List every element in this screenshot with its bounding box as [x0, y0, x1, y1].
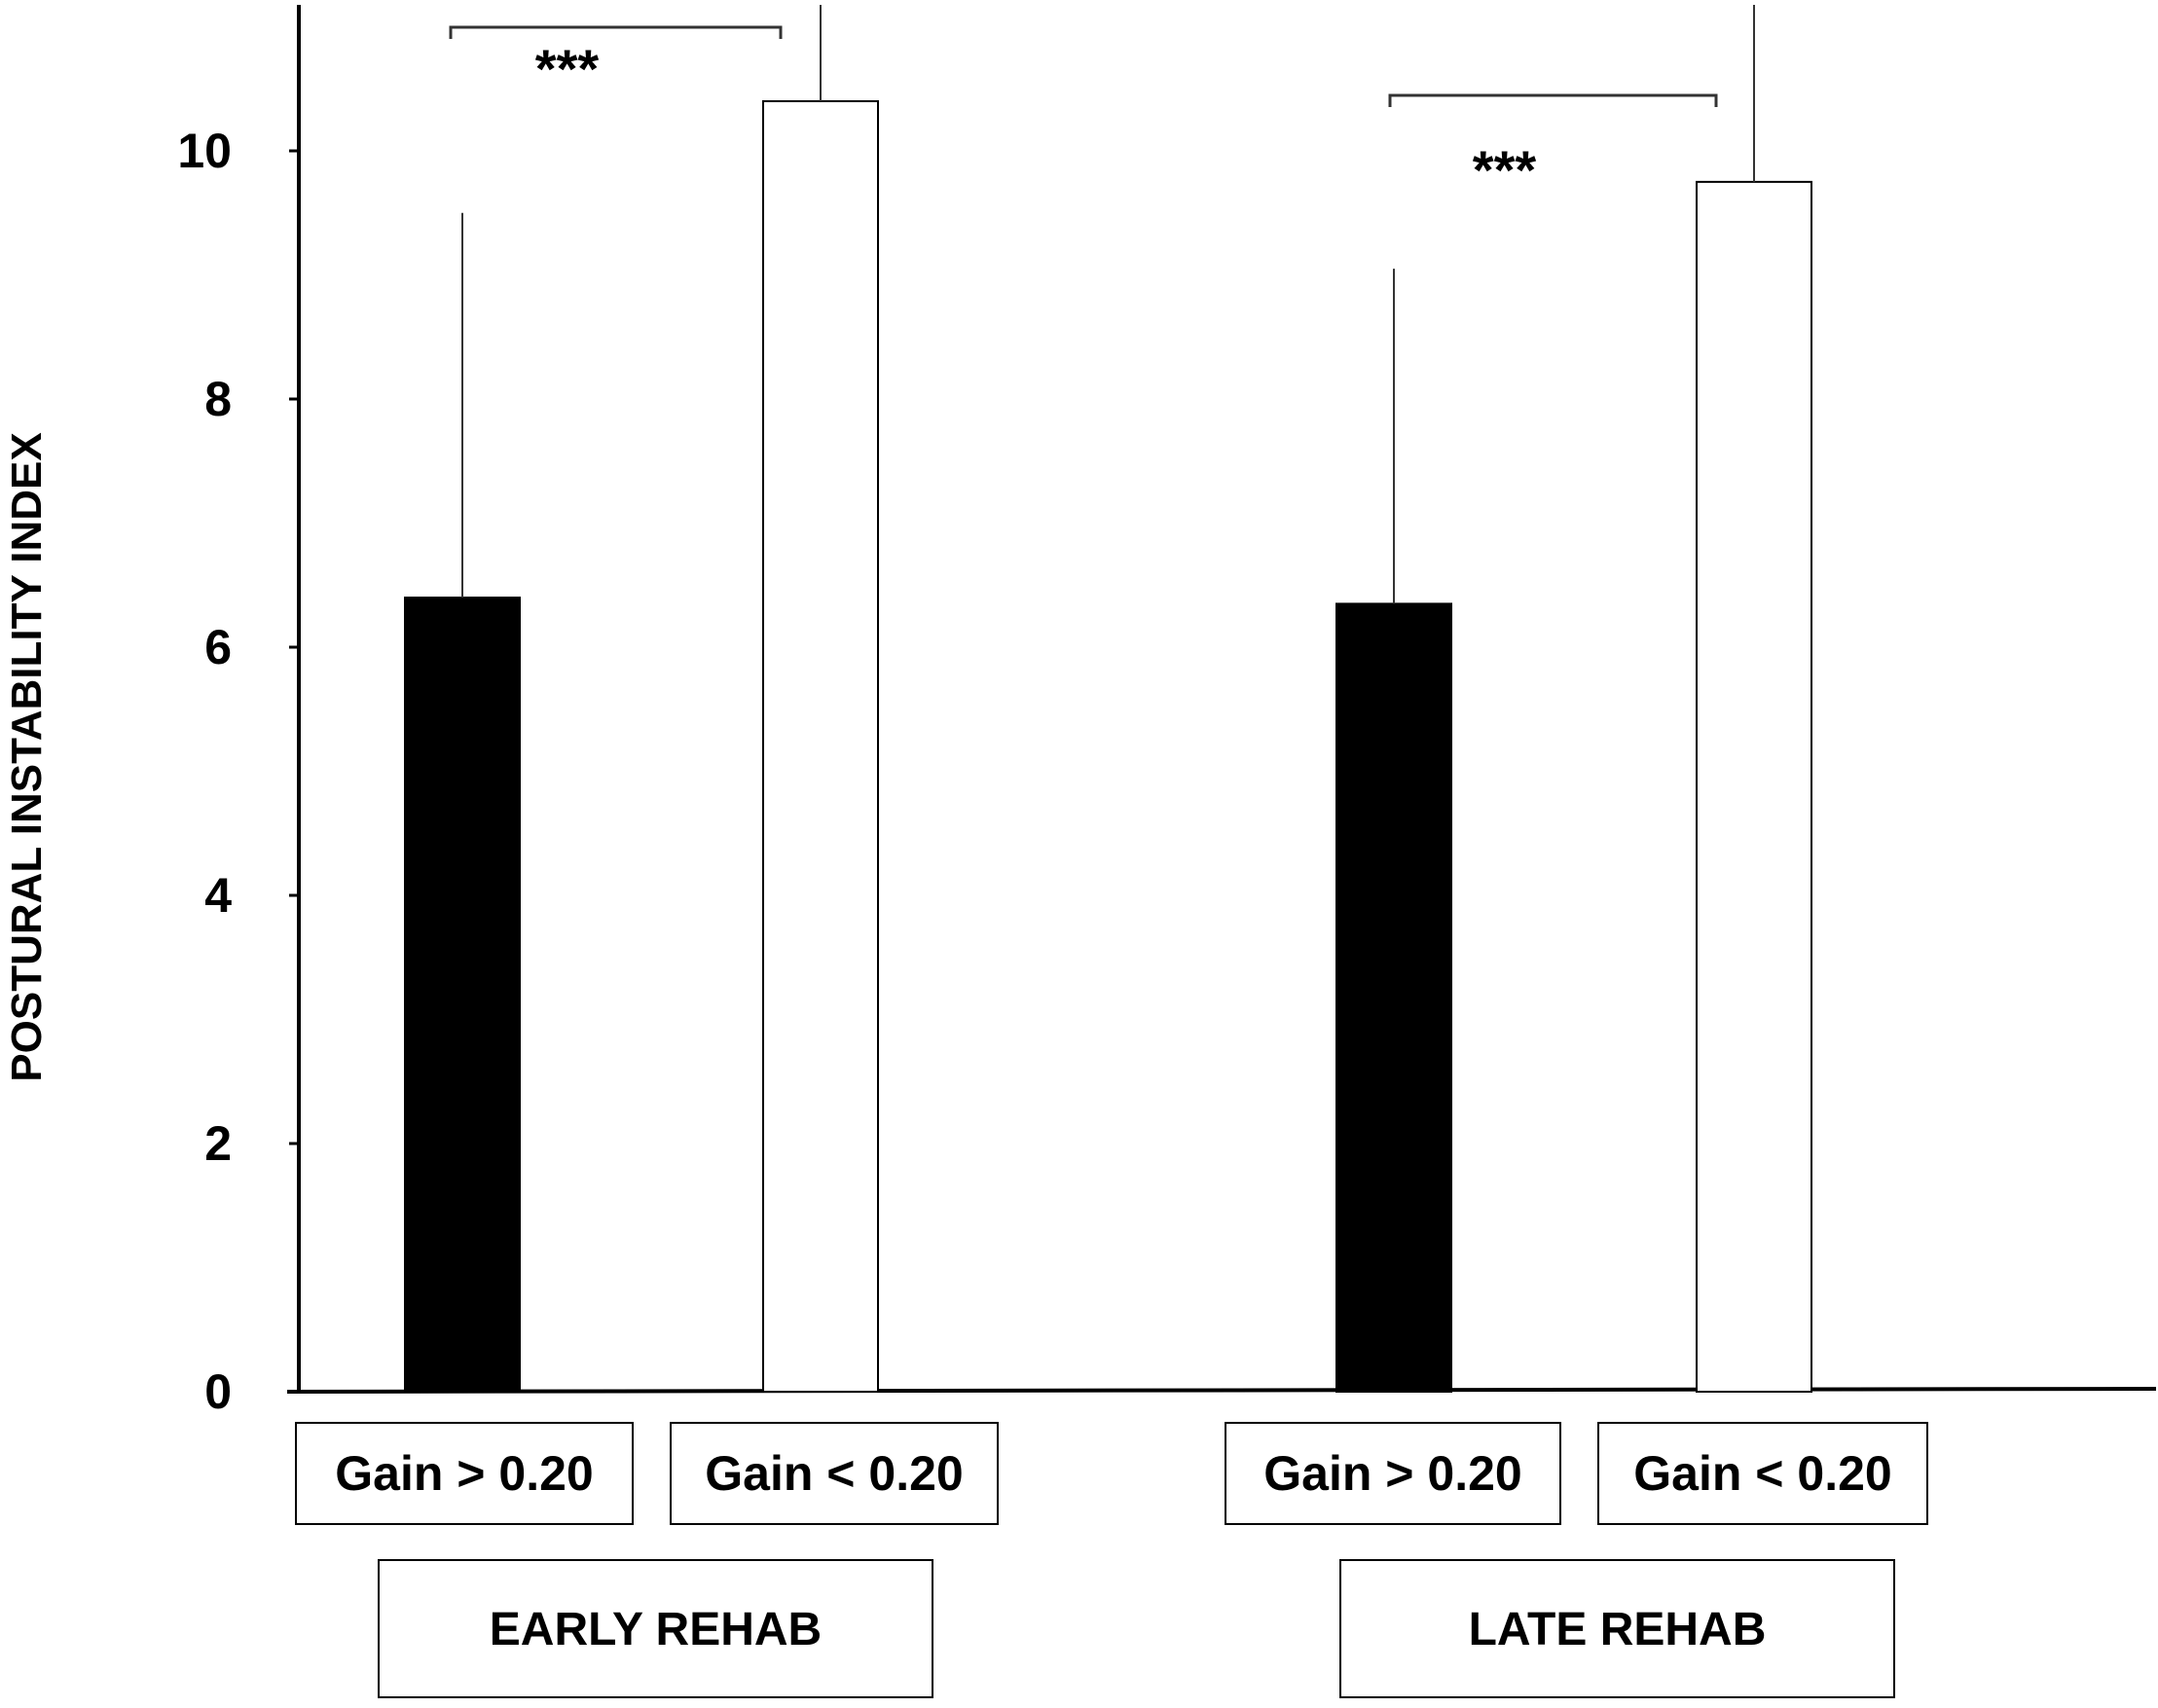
- bars: [404, 100, 1812, 1393]
- category-label-box: [1225, 1422, 1561, 1525]
- bar-late-gain-below: [1696, 180, 1812, 1393]
- bar-early-gain-below: [762, 100, 879, 1393]
- y-tick-label: 0: [204, 1364, 232, 1419]
- axes: 0 2 4 6 8 10: [177, 5, 2157, 1419]
- y-tick-label: 6: [204, 620, 232, 674]
- category-label-box: [295, 1422, 634, 1525]
- category-label: Gain > 0.20: [1263, 1446, 1521, 1501]
- category-label: Gain < 0.20: [1633, 1446, 1891, 1501]
- y-tick-label: 8: [204, 372, 232, 426]
- significance-marker: ***: [1473, 139, 1537, 200]
- category-label-box: [670, 1422, 999, 1525]
- group-label: EARLY REHAB: [490, 1604, 822, 1655]
- category-label: Gain < 0.20: [705, 1446, 963, 1501]
- category-labels: Gain > 0.20 Gain < 0.20 EARLY REHAB Gain > …: [295, 1422, 1928, 1698]
- y-tick-label: 4: [204, 868, 232, 923]
- category-label: Gain > 0.20: [335, 1446, 593, 1501]
- error-bars: [461, 5, 1755, 604]
- group-label: LATE REHAB: [1469, 1604, 1767, 1655]
- group-label-box: [1339, 1559, 1895, 1698]
- significance-marker: ***: [535, 38, 600, 99]
- x-axis-line: [286, 1387, 2157, 1394]
- significance-bracket: [1388, 93, 1718, 107]
- bar-late-gain-above: [1335, 602, 1452, 1393]
- category-label-box: [1597, 1422, 1928, 1525]
- y-tick-label: 10: [177, 124, 232, 178]
- y-axis-label: POSTURAL INSTABILITY INDEX: [3, 432, 51, 1081]
- significance-bracket: [449, 25, 783, 39]
- significance-brackets: *** ***: [449, 25, 1718, 200]
- bar-early-gain-above: [404, 597, 521, 1393]
- group-label-box: [378, 1559, 933, 1698]
- y-tick-label: 2: [204, 1116, 232, 1171]
